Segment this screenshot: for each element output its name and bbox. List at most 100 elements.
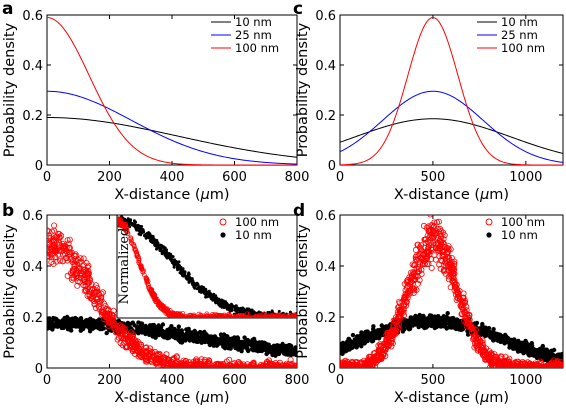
inset-point [235,315,241,318]
panel-letter-c: c [293,0,303,19]
data-point [193,358,200,365]
y-axis-label: Probability density [295,22,311,157]
data-point [47,326,50,331]
data-point [153,355,160,362]
data-point [147,323,153,328]
data-point [374,330,379,335]
data-point [228,346,233,351]
data-point [98,297,105,304]
data-point [233,362,240,368]
data-point [421,260,428,267]
inset-point [133,247,138,253]
inset-point [144,236,148,240]
y-tick-label: 0.6 [22,9,43,24]
data-point [66,320,71,325]
legend-label: 100 nm [501,41,545,55]
data-point [175,334,180,340]
data-point [258,340,264,346]
series-line-25nm [47,90,297,165]
inset-point [187,314,192,318]
data-point [265,344,270,350]
inset-point [140,231,144,235]
data-point [123,344,130,351]
data-point [139,321,145,326]
data-point [500,337,505,343]
data-point [47,253,53,260]
data-point [223,358,230,365]
y-tick-label: 0.4 [22,59,43,74]
series-points-10nm [47,314,297,358]
data-point [200,333,205,338]
data-point [215,342,220,347]
data-point [278,348,283,353]
data-point [69,269,76,276]
inset-point [218,304,222,308]
inset-point [274,312,280,318]
data-point [48,259,55,266]
data-point [269,361,276,368]
inset-point [179,272,183,276]
inset-point [185,277,189,281]
inset-point [270,309,274,313]
inset-point [181,315,187,318]
data-point [58,319,63,325]
data-point [95,303,102,310]
data-point [166,329,172,335]
data-point [64,257,71,264]
data-point [110,324,117,331]
y-tick-label: 0.6 [22,209,43,224]
data-point [195,335,200,341]
inset-point [181,274,185,278]
data-point [478,326,484,331]
panel-letter-b: b [2,201,14,221]
data-point [526,350,531,355]
y-axis-label: Probability density [2,224,18,359]
data-point [378,329,383,334]
data-point [154,356,161,363]
y-tick-label: 0.2 [22,109,43,124]
data-point [138,351,145,358]
data-point [120,325,127,332]
data-point [97,300,104,307]
y-tick-label: 0 [35,159,43,174]
data-point [144,327,149,332]
inset-point [279,314,284,318]
x-tick-label: 200 [97,170,122,185]
data-point [257,345,262,350]
inset-point [145,282,151,288]
data-point [66,236,73,243]
data-point [443,321,449,326]
data-point [245,347,250,352]
inset-point [235,308,239,312]
inset-point [225,303,229,307]
inset-point [173,311,179,317]
data-point [67,249,74,256]
data-point [260,365,267,368]
inset-point [289,315,294,318]
data-point [169,361,176,368]
inset-point [158,243,162,247]
data-point [89,286,96,293]
data-point [87,295,94,302]
data-point [72,252,79,259]
inset-point [135,252,140,258]
data-point [209,338,215,343]
data-point [217,365,224,368]
inset-point [131,242,137,248]
y-axis-label: Probability density [2,22,18,157]
data-point [104,330,109,336]
inset-point [193,282,197,286]
data-point [86,292,93,299]
data-point [238,341,243,346]
data-point [465,329,471,334]
data-point [99,309,106,316]
data-point [62,318,67,323]
data-point [409,261,416,268]
x-tick-label: 0 [336,373,344,388]
inset-point [166,255,170,259]
data-point [57,257,64,264]
data-point [293,345,297,350]
inset-point [158,304,163,310]
